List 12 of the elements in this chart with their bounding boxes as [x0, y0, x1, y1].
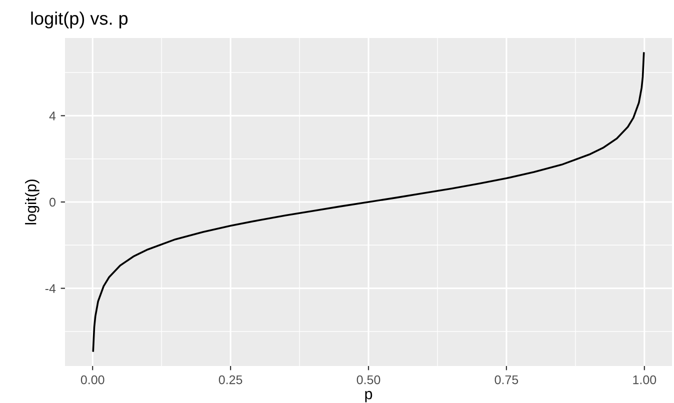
x-tick-label: 0.50: [356, 375, 380, 384]
line-series: [92, 52, 645, 352]
y-tick-label: 4: [49, 112, 56, 120]
x-tick-label: 1.00: [633, 375, 656, 384]
chart-title: logit(p) vs. p: [31, 12, 128, 28]
y-tick-label: -4: [45, 284, 56, 293]
x-axis-title: p: [365, 390, 372, 402]
x-tick-label: 0.25: [218, 375, 242, 384]
x-tick-label: 0.75: [494, 375, 518, 384]
x-tick-label: 0.00: [80, 375, 104, 384]
y-axis-title: logit(p): [25, 180, 40, 224]
y-tick-label: 0: [50, 198, 56, 207]
